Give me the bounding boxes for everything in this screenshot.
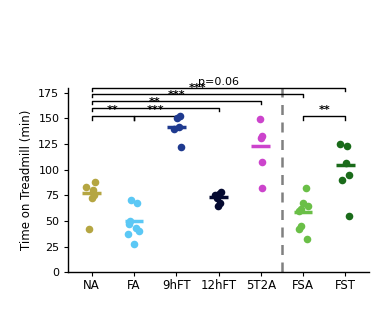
Point — [257, 117, 263, 122]
Point — [131, 241, 137, 246]
Point — [136, 229, 142, 234]
Point — [134, 200, 140, 205]
Point — [260, 159, 266, 164]
Point — [133, 226, 139, 231]
Text: ***: *** — [146, 105, 164, 115]
Point — [216, 192, 222, 197]
Point — [339, 177, 345, 182]
Text: **: ** — [149, 97, 161, 107]
Point — [127, 222, 133, 227]
Text: p=0.06: p=0.06 — [198, 77, 239, 87]
Point — [303, 186, 309, 191]
Point — [304, 203, 310, 208]
Point — [215, 203, 221, 208]
Text: ***: *** — [188, 83, 206, 93]
Point — [171, 126, 177, 131]
Point — [259, 186, 265, 191]
Point — [296, 227, 302, 232]
Point — [217, 200, 223, 205]
Point — [125, 232, 131, 237]
Point — [337, 141, 344, 146]
Point — [127, 218, 133, 223]
Point — [91, 193, 97, 198]
Point — [343, 160, 349, 165]
Text: ***: *** — [168, 90, 185, 100]
Point — [212, 193, 218, 198]
Point — [259, 133, 265, 138]
Point — [176, 124, 182, 129]
Point — [178, 145, 184, 150]
Point — [304, 237, 310, 242]
Point — [298, 206, 304, 211]
Point — [214, 196, 220, 201]
Point — [83, 185, 89, 190]
Point — [346, 172, 352, 177]
Point — [86, 227, 92, 232]
Point — [298, 223, 304, 228]
Point — [258, 136, 264, 141]
Point — [174, 116, 180, 121]
Point — [218, 190, 224, 195]
Point — [89, 196, 95, 201]
Point — [177, 114, 183, 119]
Text: **: ** — [318, 105, 330, 115]
Point — [346, 213, 352, 218]
Point — [296, 208, 302, 213]
Point — [128, 198, 134, 203]
Point — [92, 180, 98, 185]
Y-axis label: Time on Treadmill (min): Time on Treadmill (min) — [20, 110, 33, 250]
Point — [90, 188, 96, 193]
Point — [300, 200, 306, 205]
Point — [344, 144, 350, 149]
Text: **: ** — [107, 105, 119, 115]
